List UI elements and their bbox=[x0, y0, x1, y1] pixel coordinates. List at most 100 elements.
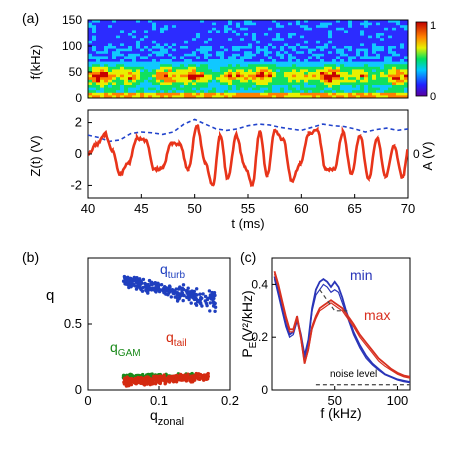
spectrogram-cell bbox=[228, 48, 233, 52]
spectrogram-cell bbox=[384, 27, 389, 31]
spectrogram-cell bbox=[384, 25, 389, 29]
spectrogram-cell bbox=[236, 48, 241, 52]
spectrogram-cell bbox=[264, 79, 269, 83]
spectrogram-cell bbox=[116, 43, 121, 47]
spectrogram-cell bbox=[104, 66, 109, 70]
spectrogram-cell bbox=[292, 69, 297, 73]
spectrogram-cell bbox=[328, 33, 333, 36]
spectrogram-cell bbox=[216, 51, 221, 55]
spectrogram-cell bbox=[332, 43, 337, 47]
spectrogram-cell bbox=[304, 66, 309, 70]
spectrogram-cell bbox=[332, 72, 337, 75]
spectrogram-cell bbox=[160, 51, 165, 55]
spectrogram-cell bbox=[232, 46, 237, 49]
spectrogram-cell bbox=[204, 74, 209, 78]
spectrogram-cell bbox=[332, 59, 337, 62]
spectrogram-cell bbox=[352, 72, 357, 75]
spectrogram-cell bbox=[164, 46, 169, 49]
spectrogram-cell bbox=[332, 74, 337, 78]
spectrogram-cell bbox=[172, 40, 177, 44]
spectrogram-cell bbox=[228, 35, 233, 39]
spectrogram-cell bbox=[296, 30, 301, 34]
spectrogram-cell bbox=[164, 30, 169, 34]
spectrogram-cell bbox=[328, 79, 333, 83]
scatter-x-label: qzonal bbox=[150, 407, 184, 428]
spectrogram-cell bbox=[192, 33, 197, 36]
spectrogram-cell bbox=[364, 20, 369, 23]
spectrogram-cell bbox=[292, 33, 297, 36]
spectrogram-cell bbox=[376, 38, 381, 42]
spectrogram-cell bbox=[324, 33, 329, 36]
scatter-point-q_turb bbox=[175, 296, 180, 300]
spectrogram-cell bbox=[288, 95, 293, 98]
spectrogram-cell bbox=[364, 77, 369, 81]
spectrogram-cell bbox=[140, 40, 145, 44]
spectrogram-cell bbox=[232, 87, 237, 91]
spectrogram-cell bbox=[276, 53, 281, 57]
spectrogram-cell bbox=[124, 56, 129, 60]
spectrogram-cell bbox=[312, 69, 317, 73]
spectrogram-cell bbox=[112, 77, 117, 81]
spectrogram-cell bbox=[308, 40, 313, 44]
spectrogram-cell bbox=[92, 82, 97, 86]
spectrogram-cell bbox=[360, 56, 365, 60]
spectrogram-cell bbox=[276, 64, 281, 68]
spectrogram-cell bbox=[348, 27, 353, 31]
spectrogram-cell bbox=[220, 35, 225, 39]
spectrogram-cell bbox=[244, 79, 249, 83]
spectrogram-cell bbox=[260, 56, 265, 60]
spectrogram-cell bbox=[276, 25, 281, 29]
spectrogram-cell bbox=[404, 53, 408, 57]
spectrogram-cell bbox=[244, 82, 249, 86]
spectrogram-cell bbox=[248, 85, 253, 88]
spectrum-y-tick-label: 0.2 bbox=[251, 330, 268, 344]
spectrogram-cell bbox=[136, 95, 141, 98]
spectrogram-cell bbox=[400, 43, 405, 47]
scatter-y-tick-label: 0.5 bbox=[64, 316, 82, 331]
spectrogram-cell bbox=[272, 20, 277, 23]
spectrogram-cell bbox=[120, 22, 125, 26]
spectrogram-cell bbox=[208, 20, 213, 23]
spectrogram-cell bbox=[312, 27, 317, 31]
spectrogram-cell bbox=[336, 95, 341, 98]
spectrogram-cell bbox=[164, 85, 169, 88]
zt-y-tick-label: -2 bbox=[70, 177, 82, 192]
spectrogram-cell bbox=[396, 79, 401, 83]
spectrogram-cell bbox=[128, 64, 133, 68]
spectrogram-cell bbox=[392, 51, 397, 55]
spectrogram-cell bbox=[328, 46, 333, 49]
spectrogram-cell bbox=[140, 25, 145, 29]
spectrogram-cell bbox=[96, 92, 101, 96]
spectrogram-cell bbox=[200, 87, 205, 91]
spectrogram-cell bbox=[284, 20, 289, 23]
spectrogram-cell bbox=[228, 38, 233, 42]
spectrogram-cell bbox=[216, 61, 221, 65]
spectrogram-cell bbox=[172, 33, 177, 36]
spectrogram-cell bbox=[232, 22, 237, 26]
spectrogram-cell bbox=[384, 51, 389, 55]
spectrogram-cell bbox=[100, 46, 105, 49]
spectrogram-cell bbox=[88, 30, 93, 34]
spectrogram-cell bbox=[320, 30, 325, 34]
spectrogram-cell bbox=[240, 61, 245, 65]
spectrogram-cell bbox=[224, 61, 229, 65]
spectrogram-cell bbox=[176, 25, 181, 29]
spectrogram-cell bbox=[224, 33, 229, 36]
spectrogram-cell bbox=[316, 77, 321, 81]
spectrogram-cell bbox=[292, 30, 297, 34]
spectrogram-cell bbox=[164, 25, 169, 29]
spectrogram-cell bbox=[184, 43, 189, 47]
spectrogram-cell bbox=[132, 48, 137, 52]
spectrogram-cell bbox=[144, 64, 149, 68]
spectrogram-cell bbox=[328, 77, 333, 81]
spectrogram-cell bbox=[296, 87, 301, 91]
spectrogram-cell bbox=[172, 95, 177, 98]
spectrogram-cell bbox=[172, 56, 177, 60]
spectrogram-cell bbox=[204, 51, 209, 55]
spectrogram-cell bbox=[120, 59, 125, 62]
spectrogram-cell bbox=[96, 72, 101, 75]
spectrogram-cell bbox=[340, 79, 345, 83]
spectrogram-cell bbox=[120, 38, 125, 42]
scatter-point-q_tail bbox=[203, 377, 208, 381]
spectrogram-cell bbox=[244, 64, 249, 68]
